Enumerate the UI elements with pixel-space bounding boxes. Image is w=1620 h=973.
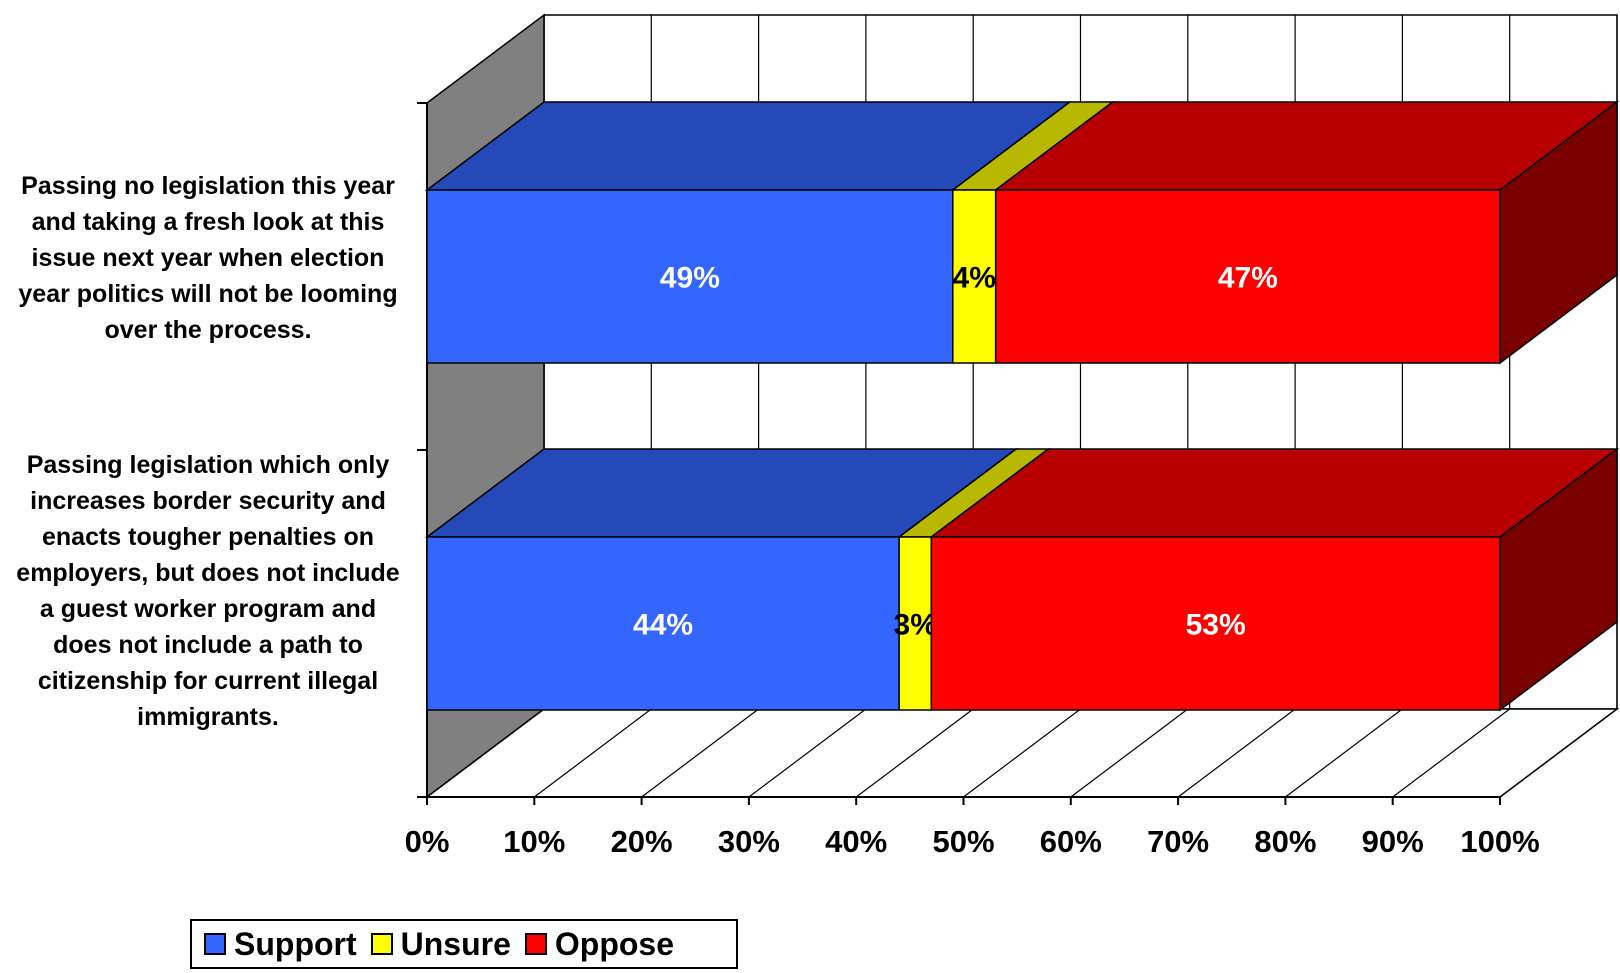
legend-label-unsure: Unsure	[401, 926, 511, 963]
legend-label-support: Support	[234, 926, 357, 963]
data-label-support: 44%	[633, 609, 693, 642]
x-tick-label: 100%	[1460, 824, 1539, 859]
x-tick-label: 90%	[1362, 824, 1424, 859]
x-tick-label: 10%	[503, 824, 565, 859]
data-label-oppose: 47%	[1218, 262, 1278, 295]
bar-top-oppose	[931, 449, 1617, 537]
data-label-unsure: 3%	[894, 609, 937, 642]
x-tick-label: 0%	[405, 824, 450, 859]
data-label-support: 49%	[660, 262, 720, 295]
data-label-oppose: 53%	[1186, 609, 1246, 642]
data-label-unsure: 4%	[953, 262, 996, 295]
category-label-border-security: Passing legislation which only increases…	[8, 447, 408, 735]
legend-item-support: Support	[204, 926, 357, 963]
x-tick-label: 60%	[1040, 824, 1102, 859]
chart-legend: Support Unsure Oppose	[190, 919, 738, 969]
legend-swatch-unsure	[371, 933, 393, 955]
legend-swatch-support	[204, 933, 226, 955]
x-tick-label: 30%	[718, 824, 780, 859]
legend-swatch-oppose	[525, 933, 547, 955]
x-tick-label: 50%	[932, 824, 994, 859]
x-tick-label: 80%	[1254, 824, 1316, 859]
legend-label-oppose: Oppose	[555, 926, 674, 963]
legend-item-oppose: Oppose	[525, 926, 674, 963]
x-tick-label: 40%	[825, 824, 887, 859]
x-tick-label: 70%	[1147, 824, 1209, 859]
category-label-no-legislation: Passing no legislation this year and tak…	[8, 168, 408, 348]
legend-item-unsure: Unsure	[371, 926, 511, 963]
x-tick-label: 20%	[611, 824, 673, 859]
